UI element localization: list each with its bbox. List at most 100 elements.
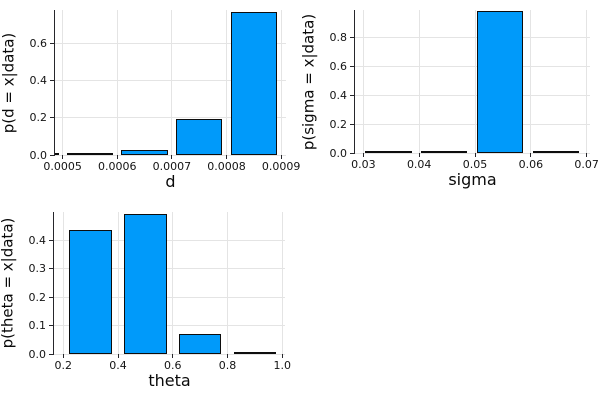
- y-tick-label: 0.6: [329, 59, 348, 73]
- x-tick-label: 0.03: [351, 158, 376, 171]
- bar: [421, 151, 468, 153]
- x-tick-mark: [418, 153, 420, 157]
- x-axis-label: sigma: [448, 170, 497, 189]
- gridline: [62, 10, 64, 155]
- gridline: [54, 239, 285, 241]
- x-tick-label: 0.2: [54, 359, 73, 372]
- y-tick-mark: [49, 325, 53, 327]
- gridline: [355, 65, 590, 67]
- x-tick-mark: [225, 155, 227, 159]
- gridline: [280, 10, 282, 155]
- gridline: [55, 80, 286, 82]
- tick-marks: [350, 10, 590, 157]
- gridline: [355, 152, 590, 154]
- x-tick-label: 0.05: [462, 158, 488, 171]
- gridline: [55, 42, 286, 44]
- x-axis-label: theta: [148, 371, 191, 390]
- y-tick-mark: [49, 353, 53, 355]
- y-tick-label: 0.0: [29, 148, 48, 162]
- x-tick-mark: [586, 153, 588, 157]
- y-tick-mark: [50, 117, 54, 119]
- y-tick-mark: [49, 296, 53, 298]
- gridline: [54, 296, 285, 298]
- subplot-theta: 0.2 0.4 0.6 0.8 1.0 0.0 0.1 0.2 0.3 0.4 theta p(t…: [0, 212, 292, 389]
- subplot-d: 0.0005 0.0006 0.0007 0.0008 0.0009 0.0 0.2 0.4 0…: [0, 10, 300, 190]
- grid: [54, 212, 285, 355]
- y-tick-label: 0.4: [329, 88, 348, 102]
- y-tick-mark: [50, 42, 54, 44]
- x-axis-label: d: [165, 172, 176, 191]
- x-tick-label: 0.0009: [261, 160, 301, 173]
- grid: [355, 10, 590, 154]
- gridline: [586, 10, 588, 153]
- x-tick-mark: [117, 354, 119, 358]
- x-tick-label: 0.06: [518, 158, 544, 171]
- y-tick-label: 0.2: [329, 117, 348, 131]
- bars: [355, 10, 590, 153]
- x-tick-mark: [530, 153, 532, 157]
- gridline: [355, 94, 590, 96]
- x-tick-mark: [116, 155, 118, 159]
- x-tick-mark: [281, 354, 283, 358]
- bar: [175, 119, 223, 155]
- bar: [476, 11, 524, 153]
- gridline: [54, 268, 285, 270]
- bar: [233, 352, 277, 354]
- bars: [54, 212, 285, 354]
- x-tick-mark: [62, 354, 64, 358]
- x-tick-label: 0.4: [109, 359, 127, 372]
- bar: [124, 214, 167, 354]
- tick-labels: 0.03 0.04 0.05 0.06 0.07 0.0 0.2 0.4 0.6 0.8: [330, 10, 599, 170]
- y-tick-mark: [350, 94, 354, 96]
- y-tick-mark: [49, 268, 53, 270]
- gridline: [116, 10, 118, 155]
- y-tick-label: 0.4: [28, 233, 47, 247]
- x-tick-label: 0.0008: [207, 160, 246, 173]
- y-axis-label: p(d = x|data): [0, 32, 18, 133]
- gridline: [418, 10, 420, 153]
- gridline: [62, 212, 64, 354]
- x-tick-label: 0.6: [164, 359, 182, 372]
- y-tick-label: 0.2: [28, 290, 47, 304]
- x-tick-mark: [62, 155, 64, 159]
- y-tick-label: 0.0: [28, 347, 47, 361]
- bars: [55, 10, 286, 155]
- x-tick-label: 0.0006: [98, 160, 137, 173]
- y-tick-label: 0.1: [28, 319, 47, 333]
- tick-marks: [49, 212, 285, 358]
- tick-labels: 0.2 0.4 0.6 0.8 1.0 0.0 0.1 0.2 0.3 0.4: [29, 212, 292, 371]
- grid: [55, 10, 286, 156]
- gridline: [54, 325, 285, 327]
- gridline: [171, 10, 173, 155]
- gridline: [227, 212, 229, 354]
- x-tick-mark: [474, 153, 476, 157]
- y-tick-mark: [350, 36, 354, 38]
- gridline: [55, 117, 286, 119]
- bar: [532, 151, 580, 153]
- x-tick-label: 0.07: [574, 158, 599, 171]
- y-tick-mark: [50, 80, 54, 82]
- y-tick-label: 0.2: [29, 111, 48, 125]
- bar: [230, 11, 277, 155]
- gridline: [362, 10, 364, 153]
- y-axis-label: p(sigma = x|data): [299, 13, 318, 150]
- subplot-sigma: 0.03 0.04 0.05 0.06 0.07 0.0 0.2 0.4 0.6 0.8 sigm…: [300, 10, 599, 188]
- y-axis-label: p(theta = x|data): [0, 217, 17, 349]
- y-tick-mark: [350, 152, 354, 154]
- y-tick-label: 0.4: [29, 74, 48, 88]
- y-tick-mark: [49, 239, 53, 241]
- bar: [121, 149, 168, 155]
- x-tick-label: 0.0005: [43, 160, 82, 173]
- gridline: [355, 36, 590, 38]
- gridline: [474, 10, 476, 153]
- gridline: [225, 10, 227, 155]
- x-tick-label: 0.8: [218, 359, 237, 372]
- gridline: [172, 212, 174, 354]
- bar: [365, 151, 412, 153]
- x-tick-mark: [362, 153, 364, 157]
- y-tick-mark: [350, 123, 354, 125]
- y-tick-mark: [50, 154, 54, 156]
- bar: [178, 333, 222, 354]
- gridline: [281, 212, 283, 354]
- x-tick-label: 0.04: [406, 158, 432, 171]
